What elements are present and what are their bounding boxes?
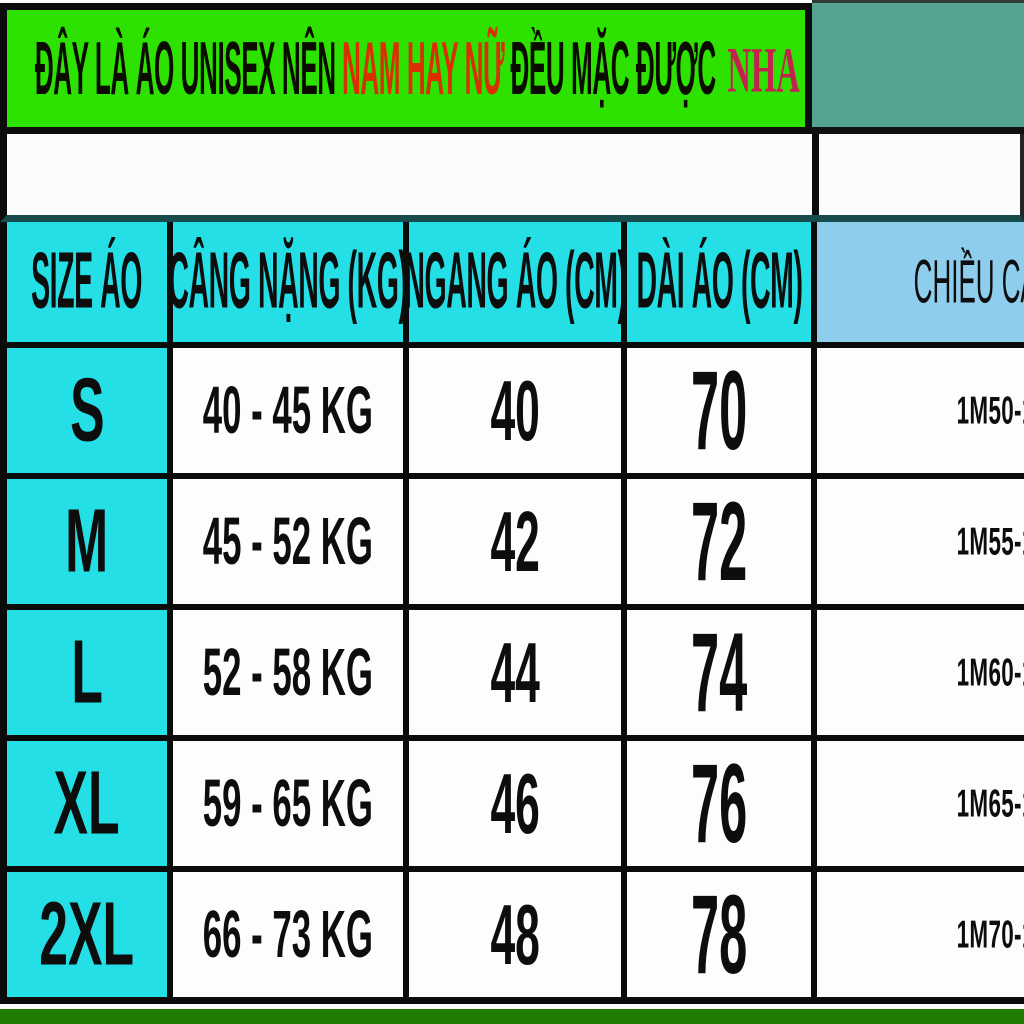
header-cell-length: DÀI ÁO (CM)	[627, 222, 811, 342]
height-cell: 1M50-1M60	[817, 348, 1024, 473]
height-cell: 1M55-1M65	[817, 479, 1024, 604]
chest-cell: 44	[409, 610, 621, 735]
size-cell: 2XL	[7, 872, 167, 997]
chest-value: 44	[490, 624, 540, 720]
banner-suffix: NHA	[727, 32, 800, 105]
header-label: CÂNG NẶNG (KG)	[168, 237, 408, 326]
header-cell-chest: NGANG ÁO (CM)	[404, 222, 627, 342]
length-value: 74	[690, 610, 748, 735]
length-value: 70	[690, 348, 748, 473]
weight-cell: 40 - 45 KG	[173, 348, 403, 473]
weight-cell: 45 - 52 KG	[173, 479, 403, 604]
header-cell-weight: CÂNG NẶNG (KG)	[168, 222, 408, 342]
weight-value: 45 - 52 KG	[202, 503, 374, 579]
length-value: 78	[690, 872, 748, 997]
weight-cell: 59 - 65 KG	[173, 741, 403, 866]
weight-value: 52 - 58 KG	[202, 634, 374, 710]
header-cell-size: SIZE ÁO	[7, 222, 167, 342]
weight-value: 40 - 45 KG	[202, 372, 374, 448]
chest-cell: 48	[409, 872, 621, 997]
height-value: 1M70-1M80	[957, 912, 1024, 957]
header-label: NGANG ÁO (CM)	[403, 237, 627, 326]
banner-text-line: ĐÂY LÀ ÁO UNISEX NÊN NAM HAY NỮ ĐỀU MẶC …	[34, 25, 800, 112]
banner: ĐÂY LÀ ÁO UNISEX NÊN NAM HAY NỮ ĐỀU MẶC …	[0, 3, 812, 134]
size-table: SIZE ÁO CÂNG NẶNG (KG) NGANG ÁO (CM) DÀI…	[0, 222, 1024, 1004]
height-value: 1M55-1M65	[957, 519, 1024, 564]
weight-value: 66 - 73 KG	[202, 896, 374, 972]
weight-cell: 52 - 58 KG	[173, 610, 403, 735]
length-cell: 74	[627, 610, 811, 735]
weight-value: 59 - 65 KG	[202, 765, 374, 841]
bottom-strip	[0, 1009, 1024, 1024]
height-cell: 1M70-1M80	[817, 872, 1024, 997]
size-value: S	[69, 359, 105, 461]
banner-highlight: NAM HAY NỮ	[341, 26, 505, 111]
header-cell-height: CHIỀU CAO (CM)	[817, 222, 1024, 342]
chest-cell: 42	[409, 479, 621, 604]
height-value: 1M65-1M75	[957, 781, 1024, 826]
banner-text-1: ĐÂY LÀ ÁO UNISEX NÊN	[34, 26, 336, 111]
size-cell: S	[7, 348, 167, 473]
header-label: SIZE ÁO	[31, 237, 143, 326]
length-cell: 72	[627, 479, 811, 604]
size-cell: XL	[7, 741, 167, 866]
length-value: 72	[690, 479, 748, 604]
size-value: M	[65, 490, 109, 592]
length-cell: 70	[627, 348, 811, 473]
corner-block	[812, 0, 1024, 134]
weight-cell: 66 - 73 KG	[173, 872, 403, 997]
chest-value: 40	[490, 362, 540, 458]
length-value: 76	[690, 741, 748, 866]
spacer-row	[0, 134, 1024, 222]
chest-cell: 40	[409, 348, 621, 473]
length-cell: 76	[627, 741, 811, 866]
size-value: L	[71, 621, 103, 723]
size-value: XL	[53, 752, 121, 854]
size-cell: M	[7, 479, 167, 604]
size-cell: L	[7, 610, 167, 735]
height-cell: 1M60-1M70	[817, 610, 1024, 735]
height-value: 1M50-1M60	[957, 388, 1024, 433]
height-cell: 1M65-1M75	[817, 741, 1024, 866]
spacer-divider	[812, 134, 819, 215]
height-value: 1M60-1M70	[957, 650, 1024, 695]
header-label: CHIỀU CAO (CM)	[913, 247, 1024, 317]
size-value: 2XL	[39, 883, 135, 985]
chest-value: 42	[490, 493, 540, 589]
chest-value: 48	[490, 886, 540, 982]
length-cell: 78	[627, 872, 811, 997]
chest-value: 46	[490, 755, 540, 851]
banner-text-2: ĐỀU MẶC ĐƯỢC	[510, 26, 716, 111]
chest-cell: 46	[409, 741, 621, 866]
header-label: DÀI ÁO (CM)	[635, 237, 803, 326]
